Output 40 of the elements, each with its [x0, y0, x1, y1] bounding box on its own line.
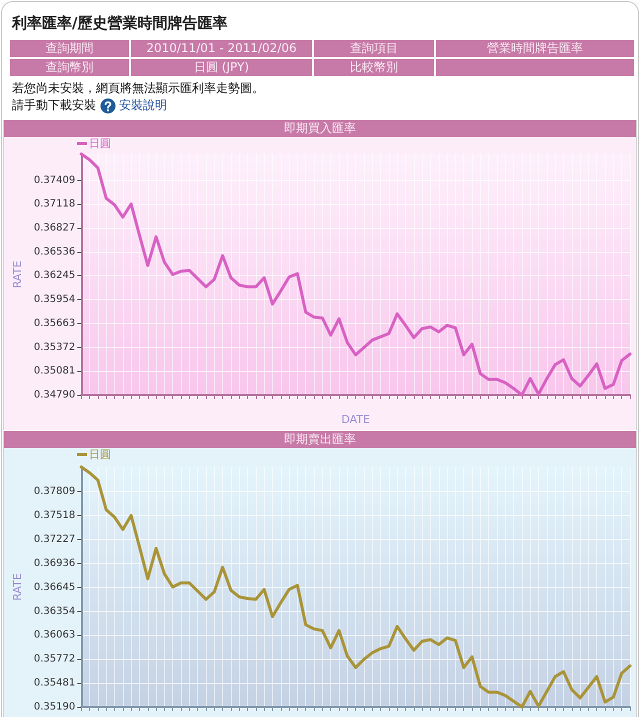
y-axis-title: RATE — [11, 573, 24, 601]
text: 查詢期間 — [10, 40, 129, 57]
y-tick-label: 0.36536 — [34, 246, 76, 258]
text: 日圓 (JPY) — [131, 59, 312, 76]
y-tick-label: 0.35772 — [34, 654, 76, 665]
text: 查詢幣別 — [10, 59, 129, 76]
text: 查詢項目 — [314, 40, 434, 57]
y-tick-label: 0.35190 — [34, 702, 76, 712]
y-tick-label: 0.35954 — [34, 294, 76, 306]
text: 比較幣別 — [314, 59, 434, 76]
y-tick-label: 0.36063 — [34, 630, 76, 641]
line-series — [80, 152, 632, 396]
legend-label: 日圓 — [89, 137, 111, 150]
y-tick-label: 0.35081 — [34, 366, 76, 377]
y-tick-label: 0.36827 — [34, 222, 76, 234]
y-tick-label: 0.37227 — [34, 534, 76, 546]
y-tick-label: 0.35663 — [34, 318, 76, 329]
y-tick-label: 0.37518 — [34, 510, 76, 522]
y-axis-title: RATE — [11, 260, 24, 288]
y-tick-label: 0.35481 — [34, 678, 76, 689]
text: 若您尚未安裝，網頁將無法顯示匯利率走勢圖。 — [12, 80, 264, 97]
text: 利率匯率/歷史營業時間牌告匯率 — [12, 14, 228, 33]
y-tick-label: 0.34790 — [34, 390, 76, 400]
y-tick-label: 0.36645 — [34, 582, 76, 593]
y-tick-label: 0.37409 — [34, 174, 76, 186]
y-tick-label: 0.36354 — [34, 606, 76, 617]
y-tick-label: 0.35372 — [34, 342, 76, 353]
y-tick-label: 0.37118 — [34, 198, 76, 210]
chart-title: 即期賣出匯率 — [4, 431, 636, 448]
text: 安裝說明 — [119, 97, 167, 114]
text: 營業時間牌告匯率 — [436, 40, 634, 57]
legend-label: 日圓 — [89, 448, 111, 461]
y-tick-label: 0.36245 — [34, 270, 76, 282]
y-tick-label: 0.37809 — [34, 486, 76, 498]
text: 請手動下載安裝 — [12, 97, 96, 114]
y-tick-label: 0.36936 — [34, 558, 76, 569]
text: 2010/11/01 - 2011/02/06 — [131, 40, 312, 57]
x-axis-title: DATE — [341, 413, 370, 426]
line-series — [80, 466, 632, 708]
chart-title: 即期買入匯率 — [4, 120, 636, 137]
